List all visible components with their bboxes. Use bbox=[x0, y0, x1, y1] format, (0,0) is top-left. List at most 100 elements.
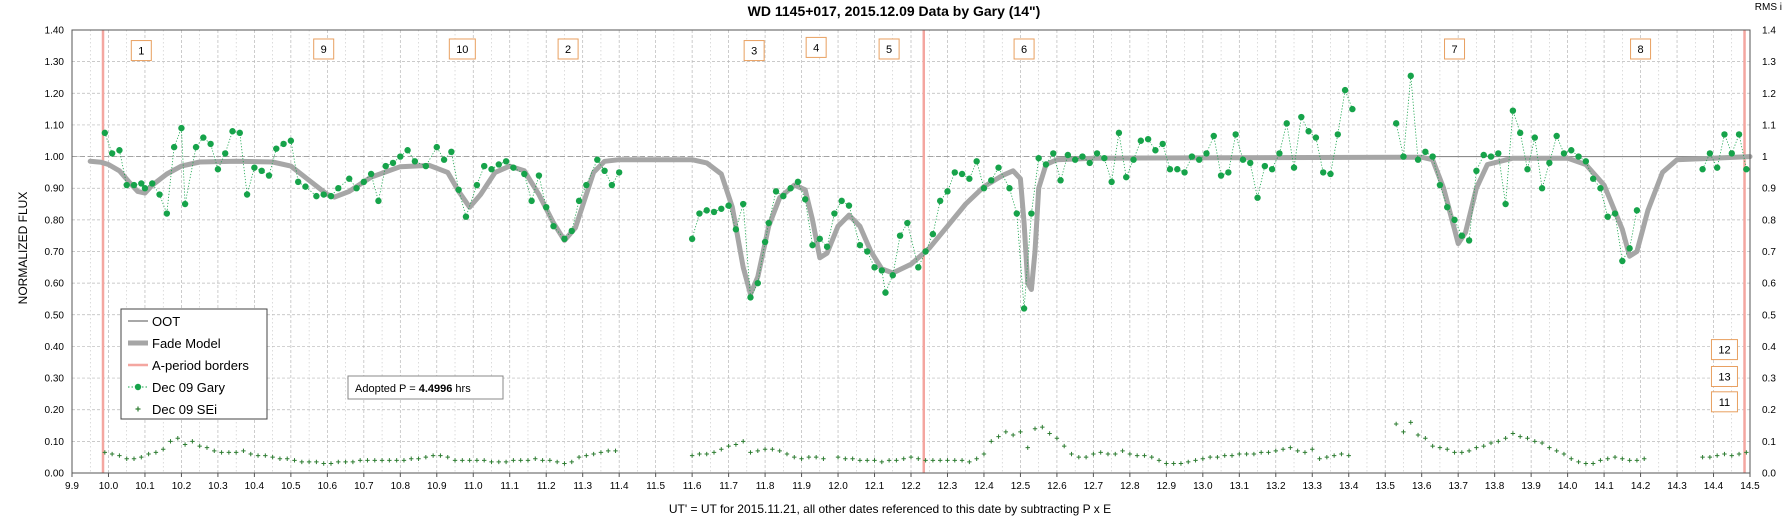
sei-point bbox=[204, 445, 210, 450]
sei-point bbox=[1590, 461, 1596, 466]
gary-point bbox=[1706, 150, 1714, 157]
gary-point bbox=[568, 227, 575, 235]
sei-point bbox=[1142, 453, 1147, 458]
sei-point bbox=[697, 451, 702, 457]
gary-point bbox=[138, 180, 145, 187]
x-tick-label: 11.4 bbox=[610, 481, 629, 492]
sei-point bbox=[139, 454, 144, 460]
gary-point bbox=[156, 191, 163, 198]
gary-point bbox=[1064, 151, 1072, 159]
x-tick-label: 10.2 bbox=[172, 481, 192, 492]
gary-point bbox=[561, 235, 568, 243]
gary-point bbox=[1487, 153, 1495, 160]
x-tick-label: 13.6 bbox=[1412, 481, 1432, 492]
gary-point bbox=[1035, 154, 1042, 162]
gary-point bbox=[473, 181, 481, 189]
gary-point bbox=[1509, 107, 1517, 114]
sei-point bbox=[1156, 458, 1162, 463]
sei-point bbox=[1258, 450, 1264, 455]
sei-point bbox=[967, 459, 972, 465]
gary-point bbox=[163, 210, 171, 217]
gary-point bbox=[1174, 166, 1181, 173]
sei-point bbox=[711, 450, 717, 455]
gary-point bbox=[575, 197, 583, 205]
gary-point bbox=[229, 128, 236, 135]
gary-point bbox=[1268, 166, 1276, 173]
sei-point bbox=[843, 456, 848, 461]
sei-point bbox=[1474, 445, 1479, 450]
sei-point bbox=[1569, 456, 1574, 461]
x-tick-label: 11.5 bbox=[646, 481, 665, 492]
sei-point bbox=[865, 458, 870, 463]
gary-point bbox=[502, 158, 510, 165]
gary-point bbox=[831, 210, 838, 217]
sei-point bbox=[857, 458, 863, 463]
gary-point bbox=[915, 264, 922, 271]
sei-point bbox=[741, 439, 746, 444]
rms-label: RMS i bbox=[1755, 2, 1782, 13]
gary-point bbox=[688, 235, 696, 243]
sei-point bbox=[117, 453, 122, 458]
dip-label-box bbox=[1710, 391, 1738, 413]
gary-point bbox=[1582, 158, 1590, 165]
sei-point bbox=[777, 448, 782, 454]
gary-point bbox=[583, 181, 590, 189]
y-tick-label-right: 0.5 bbox=[1762, 310, 1776, 321]
sei-point bbox=[1415, 432, 1421, 438]
gary-point bbox=[1225, 169, 1232, 176]
sei-point bbox=[770, 447, 775, 452]
gary-point bbox=[1400, 153, 1407, 160]
y-tick-label-left: 0.70 bbox=[45, 247, 65, 258]
sei-point bbox=[175, 435, 180, 441]
gary-point bbox=[1203, 150, 1210, 157]
sei-point bbox=[1620, 456, 1625, 461]
sei-point bbox=[945, 458, 950, 463]
sei-point bbox=[598, 450, 604, 455]
gary-point bbox=[1188, 153, 1196, 160]
y-tick-label-left: 0.00 bbox=[45, 469, 65, 480]
sei-point bbox=[1178, 461, 1184, 466]
sei-point bbox=[518, 458, 523, 463]
y-tick-label-left: 0.20 bbox=[45, 405, 65, 416]
sei-point bbox=[1437, 445, 1443, 450]
gary-point bbox=[1553, 132, 1560, 140]
gary-point bbox=[980, 185, 988, 192]
sei-point bbox=[1193, 458, 1198, 463]
gary-point bbox=[1159, 140, 1166, 148]
gary-point bbox=[1589, 175, 1597, 182]
sei-point bbox=[821, 456, 826, 461]
y-tick-labels-left: 0.00 0.10 0.20 0.30 0.40 0.50 0.60 0.70 0.80 0.90… bbox=[45, 26, 65, 480]
sei-point bbox=[1273, 448, 1278, 454]
gary-point bbox=[1042, 161, 1050, 168]
sei-point bbox=[1339, 451, 1344, 457]
x-tick-label: 11.7 bbox=[719, 481, 738, 492]
sei-point bbox=[328, 461, 334, 466]
gary-point bbox=[1611, 210, 1619, 217]
gary-point bbox=[273, 145, 280, 152]
sei-point bbox=[1018, 429, 1023, 435]
dip-label: 6 bbox=[1021, 44, 1027, 56]
gary-point bbox=[141, 185, 149, 192]
sei-point bbox=[146, 451, 151, 457]
x-tick-label: 12.7 bbox=[1084, 481, 1104, 492]
x-axis-label: UT' = UT for 2015.11.21, all other dates… bbox=[669, 502, 1111, 516]
gary-point bbox=[761, 238, 769, 246]
x-tick-label: 10.7 bbox=[354, 481, 374, 492]
gary-point bbox=[448, 148, 455, 156]
x-tick-label: 12.6 bbox=[1047, 481, 1067, 492]
gary-point bbox=[1079, 153, 1086, 160]
dip-label-box bbox=[878, 38, 900, 60]
gary-point bbox=[710, 208, 718, 216]
legend-gary-marker bbox=[134, 383, 142, 391]
gary-series-layer bbox=[101, 72, 1750, 312]
sei-point bbox=[372, 458, 377, 463]
gary-point bbox=[192, 143, 200, 151]
sei-point bbox=[160, 447, 166, 452]
gary-point bbox=[1217, 172, 1225, 179]
sei-point bbox=[124, 456, 129, 461]
gary-point bbox=[327, 192, 335, 200]
gary-point bbox=[389, 159, 397, 167]
sei-point bbox=[1222, 453, 1227, 458]
gary-point bbox=[382, 162, 389, 170]
sei-point bbox=[1598, 458, 1603, 463]
